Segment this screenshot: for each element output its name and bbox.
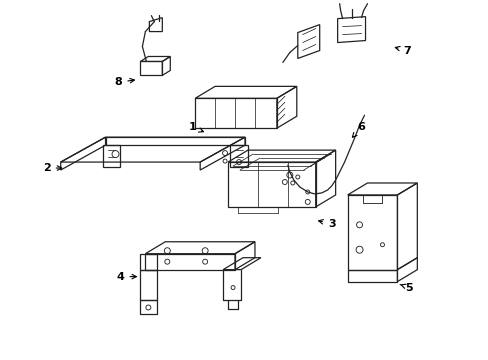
- Text: 2: 2: [43, 163, 61, 173]
- Text: 8: 8: [114, 77, 134, 87]
- Text: 4: 4: [116, 272, 136, 282]
- Text: 1: 1: [188, 122, 203, 132]
- Text: 5: 5: [399, 283, 412, 293]
- Text: 7: 7: [394, 45, 410, 55]
- Text: 6: 6: [352, 122, 365, 137]
- Text: 3: 3: [318, 219, 335, 229]
